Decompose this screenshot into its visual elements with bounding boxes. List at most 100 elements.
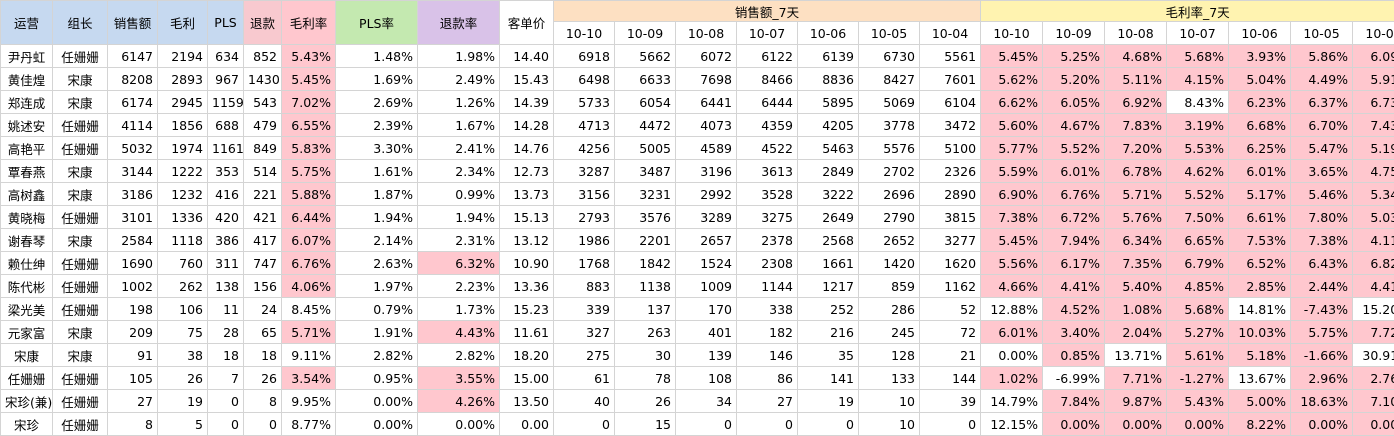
cell-unit-price[interactable]: 13.50	[500, 390, 554, 413]
cell-sales7[interactable]: 2890	[920, 183, 981, 206]
cell-sales[interactable]: 209	[108, 321, 158, 344]
cell-sales7[interactable]: 15	[615, 413, 676, 436]
cell-gross[interactable]: 2945	[158, 91, 208, 114]
cell-pls[interactable]: 11	[208, 298, 244, 321]
cell-sales7[interactable]: 3289	[676, 206, 737, 229]
cell-refund[interactable]: 26	[244, 367, 282, 390]
cell-gpr7[interactable]: 7.72%	[1353, 321, 1394, 344]
cell-gpr7[interactable]: 4.66%	[981, 275, 1043, 298]
cell-sales7[interactable]: 2790	[859, 206, 920, 229]
cell-unit-price[interactable]: 15.13	[500, 206, 554, 229]
cell-gpr7[interactable]: 6.61%	[1229, 206, 1291, 229]
cell-sales7[interactable]: 1620	[920, 252, 981, 275]
cell-pls-rate[interactable]: 2.63%	[336, 252, 418, 275]
cell-pls[interactable]: 967	[208, 68, 244, 91]
cell-sales7[interactable]: 52	[920, 298, 981, 321]
cell-gpr7[interactable]: 5.59%	[981, 160, 1043, 183]
cell-gpr7[interactable]: 3.40%	[1043, 321, 1105, 344]
cell-sales[interactable]: 27	[108, 390, 158, 413]
cell-gpr7[interactable]: 0.00%	[1043, 413, 1105, 436]
cell-pls[interactable]: 353	[208, 160, 244, 183]
cell-sales7[interactable]: 1524	[676, 252, 737, 275]
cell-group[interactable]: 宋康	[53, 321, 108, 344]
cell-sales7[interactable]: 6122	[737, 45, 798, 68]
cell-gpr7[interactable]: 6.72%	[1043, 206, 1105, 229]
cell-pls-rate[interactable]: 0.95%	[336, 367, 418, 390]
cell-sales7[interactable]: 2849	[798, 160, 859, 183]
cell-refund[interactable]: 8	[244, 390, 282, 413]
cell-sales[interactable]: 91	[108, 344, 158, 367]
cell-sales7[interactable]: 141	[798, 367, 859, 390]
cell-gpr7[interactable]: 6.23%	[1229, 91, 1291, 114]
cell-gpr7[interactable]: 8.43%	[1167, 91, 1229, 114]
cell-refund-rate[interactable]: 2.31%	[418, 229, 500, 252]
cell-gpr7[interactable]: 0.00%	[1291, 413, 1353, 436]
cell-gpr7[interactable]: 5.20%	[1043, 68, 1105, 91]
cell-gpr7[interactable]: 5.46%	[1291, 183, 1353, 206]
cell-ops[interactable]: 高树鑫	[1, 183, 53, 206]
cell-refund[interactable]: 417	[244, 229, 282, 252]
cell-gpr7[interactable]: 5.11%	[1105, 68, 1167, 91]
cell-unit-price[interactable]: 15.00	[500, 367, 554, 390]
cell-sales7[interactable]: 252	[798, 298, 859, 321]
cell-refund[interactable]: 852	[244, 45, 282, 68]
cell-sales7[interactable]: 1986	[554, 229, 615, 252]
cell-sales7[interactable]: 883	[554, 275, 615, 298]
gpr7-date-header[interactable]: 10-04	[1353, 22, 1394, 45]
cell-sales[interactable]: 8208	[108, 68, 158, 91]
cell-sales7[interactable]: 2702	[859, 160, 920, 183]
gpr7-date-header[interactable]: 10-07	[1167, 22, 1229, 45]
cell-gpr7[interactable]: 5.00%	[1229, 390, 1291, 413]
cell-gpr7[interactable]: 5.68%	[1167, 298, 1229, 321]
cell-gpr7[interactable]: 6.01%	[1043, 160, 1105, 183]
cell-gpr7[interactable]: 5.45%	[981, 229, 1043, 252]
cell-sales7[interactable]: 72	[920, 321, 981, 344]
cell-gross-rate[interactable]: 5.43%	[282, 45, 336, 68]
cell-gross-rate[interactable]: 5.71%	[282, 321, 336, 344]
cell-ops[interactable]: 宋康	[1, 344, 53, 367]
cell-group[interactable]: 宋康	[53, 91, 108, 114]
cell-gpr7[interactable]: 6.79%	[1167, 252, 1229, 275]
cell-gpr7[interactable]: 6.90%	[981, 183, 1043, 206]
cell-gpr7[interactable]: 4.62%	[1167, 160, 1229, 183]
cell-sales7[interactable]: 2326	[920, 160, 981, 183]
cell-gpr7[interactable]: 5.60%	[981, 114, 1043, 137]
cell-refund[interactable]: 0	[244, 413, 282, 436]
cell-ops[interactable]: 黄晓梅	[1, 206, 53, 229]
cell-gpr7[interactable]: -7.43%	[1291, 298, 1353, 321]
cell-sales7[interactable]: 3778	[859, 114, 920, 137]
cell-gpr7[interactable]: 0.00%	[1105, 413, 1167, 436]
cell-ops[interactable]: 覃春燕	[1, 160, 53, 183]
cell-gross[interactable]: 1974	[158, 137, 208, 160]
cell-sales7[interactable]: 5005	[615, 137, 676, 160]
cell-sales7[interactable]: 21	[920, 344, 981, 367]
cell-sales7[interactable]: 133	[859, 367, 920, 390]
cell-gpr7[interactable]: 6.01%	[1229, 160, 1291, 183]
cell-sales[interactable]: 6147	[108, 45, 158, 68]
cell-sales7[interactable]: 5463	[798, 137, 859, 160]
cell-gpr7[interactable]: 6.73%	[1353, 91, 1394, 114]
header-sales[interactable]: 销售额	[108, 1, 158, 45]
cell-sales7[interactable]: 338	[737, 298, 798, 321]
cell-sales7[interactable]: 1768	[554, 252, 615, 275]
cell-gpr7[interactable]: 5.71%	[1105, 183, 1167, 206]
cell-sales7[interactable]: 0	[676, 413, 737, 436]
cell-gpr7[interactable]: 6.05%	[1043, 91, 1105, 114]
cell-pls[interactable]: 1159	[208, 91, 244, 114]
cell-gpr7[interactable]: 10.03%	[1229, 321, 1291, 344]
sales7-date-header[interactable]: 10-08	[676, 22, 737, 45]
cell-sales[interactable]: 3144	[108, 160, 158, 183]
cell-gpr7[interactable]: 7.80%	[1291, 206, 1353, 229]
cell-gross[interactable]: 1118	[158, 229, 208, 252]
cell-pls[interactable]: 0	[208, 413, 244, 436]
cell-sales7[interactable]: 5100	[920, 137, 981, 160]
cell-gpr7[interactable]: 14.81%	[1229, 298, 1291, 321]
cell-gpr7[interactable]: 6.62%	[981, 91, 1043, 114]
cell-gpr7[interactable]: 2.96%	[1291, 367, 1353, 390]
cell-gpr7[interactable]: 5.68%	[1167, 45, 1229, 68]
cell-sales[interactable]: 1690	[108, 252, 158, 275]
cell-gpr7[interactable]: 5.86%	[1291, 45, 1353, 68]
